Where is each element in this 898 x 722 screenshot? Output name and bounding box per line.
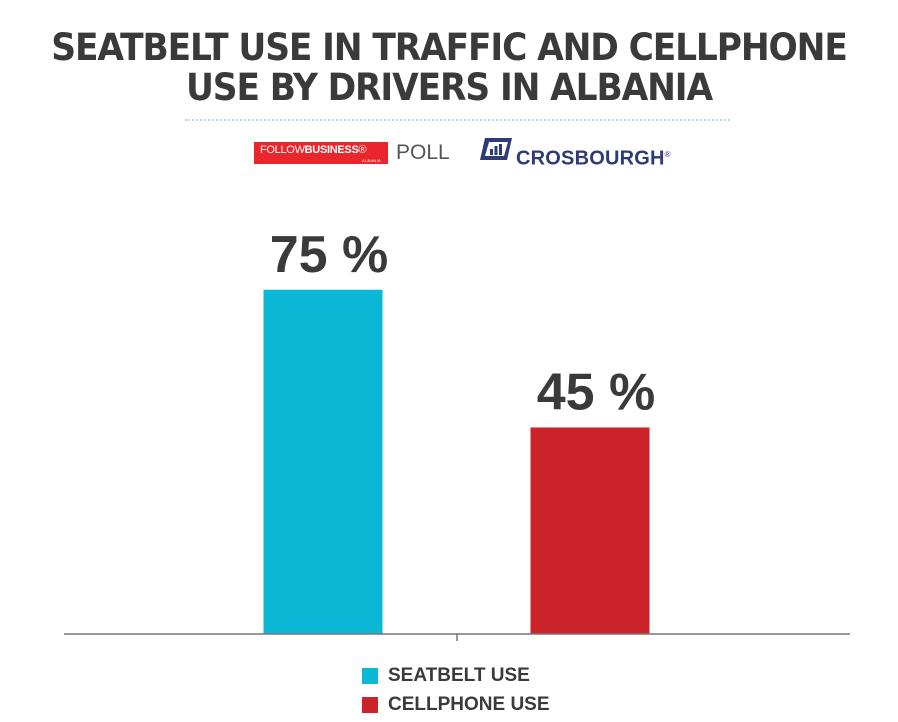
chart-title: SEATBELT USE IN TRAFFIC AND CELLPHONE US… [31, 28, 866, 108]
crosbourgh-logo: CROSBOURGH® [516, 143, 671, 171]
bars-layer: 75 % 45 % [263, 226, 656, 634]
followbusiness-logo-bold: BUSINESS [304, 144, 359, 156]
followbusiness-logo-mark: ® [358, 144, 367, 156]
crosbourgh-logo-text: CROSBOURGH [516, 147, 665, 170]
bar-seatbelt [263, 289, 383, 634]
legend-swatch-seatbelt [362, 668, 378, 684]
followbusiness-logo-regular: FOLLOW [260, 144, 305, 156]
poll-label: POLL [396, 141, 450, 164]
chart-title-line-2: USE BY DRIVERS IN ALBANIA [185, 66, 713, 109]
data-label-cellphone: 45 % [537, 363, 656, 421]
legend-label-seatbelt: SEATBELT USE [388, 665, 530, 686]
legend-swatch-cellphone [362, 697, 378, 713]
title-divider [185, 119, 730, 121]
chart-title-line-1: SEATBELT USE IN TRAFFIC AND CELLPHONE [51, 26, 848, 69]
sponsor-logos: FOLLOWBUSINESS® ALBANIA POLL CROSBOURGH® [0, 134, 898, 171]
legend-label-cellphone: CELLPHONE USE [388, 694, 550, 715]
followbusiness-logo-sub: ALBANIA [362, 158, 381, 163]
bar-chart-logo-icon [480, 138, 512, 160]
followbusiness-logo: FOLLOWBUSINESS® ALBANIA [254, 142, 388, 164]
crosbourgh-logo-mark: ® [664, 150, 671, 159]
bar-cellphone [530, 427, 650, 634]
data-label-seatbelt: 75 % [270, 226, 389, 284]
